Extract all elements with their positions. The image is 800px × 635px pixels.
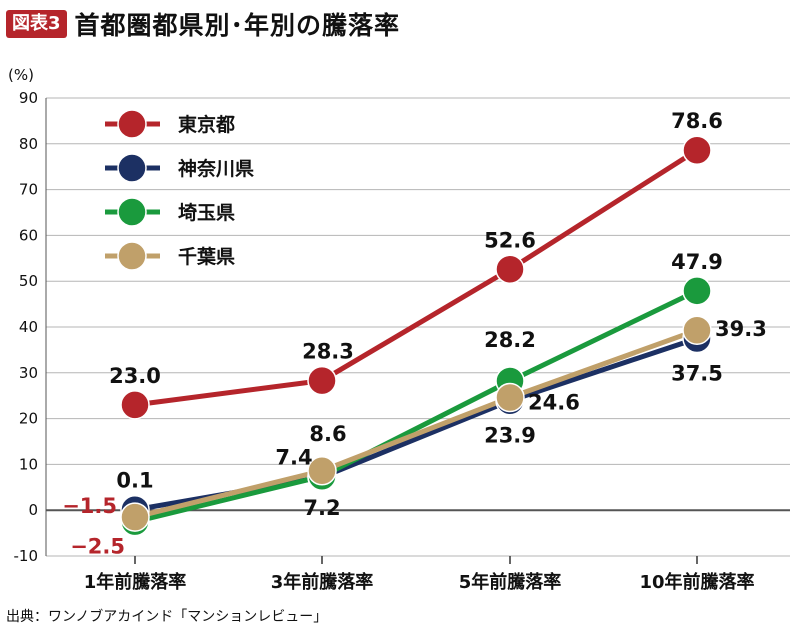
data-label: 7.4: [275, 445, 312, 469]
data-label: 28.2: [484, 328, 536, 352]
data-point: [120, 502, 150, 532]
y-tick-label: 50: [19, 272, 38, 290]
data-label: 37.5: [671, 361, 723, 385]
data-label: 7.2: [303, 496, 340, 520]
data-point: [682, 135, 712, 165]
y-tick-label: 20: [19, 410, 38, 428]
data-label: 39.3: [715, 317, 767, 341]
data-label: 8.6: [309, 422, 346, 446]
data-label: 23.9: [484, 424, 536, 448]
y-tick-label: 80: [19, 135, 38, 153]
legend-label: 千葉県: [178, 246, 235, 268]
y-tick-label: 0: [28, 501, 38, 519]
x-tick-labels: 1年前騰落率 3年前騰落率 5年前騰落率 10年前騰落率: [84, 556, 755, 593]
series-line: [134, 148, 699, 408]
chart-header: 図表3 首都圏都県別･年別の騰落率: [6, 6, 400, 42]
figure-badge: 図表3: [6, 10, 67, 38]
legend-marker: [117, 241, 147, 271]
series-line: [134, 288, 699, 525]
data-label: 28.3: [302, 340, 354, 364]
legend-label: 東京都: [178, 113, 235, 136]
series-line: [134, 336, 698, 513]
legend-marker: [117, 109, 147, 139]
data-label: 78.6: [671, 109, 723, 133]
data-label: 0.1: [116, 469, 153, 493]
legend-marker: [117, 153, 147, 183]
y-tick-label: 90: [19, 89, 38, 107]
x-tick-label: 5年前騰落率: [459, 571, 562, 593]
y-axis-unit: (%): [8, 66, 34, 84]
data-point: [495, 382, 525, 413]
x-tick-label: 1年前騰落率: [84, 571, 187, 593]
data-point: [307, 456, 337, 486]
chart-title: 首都圏都県別･年別の騰落率: [74, 11, 401, 40]
series-group: [120, 135, 712, 537]
x-tick-label: 3年前騰落率: [271, 571, 374, 593]
y-tick-label: 30: [19, 364, 38, 382]
data-point: [682, 276, 712, 306]
legend-label: 埼玉県: [178, 201, 235, 224]
gridlines: [45, 97, 790, 557]
y-tick-labels: -10 0 10 20 30 40 50 60 70 80 90: [14, 89, 39, 565]
data-label: 47.9: [671, 250, 723, 274]
data-label: 24.6: [528, 391, 580, 415]
series-line: [134, 327, 698, 520]
y-tick-label: -10: [14, 547, 39, 565]
data-point: [120, 390, 150, 420]
source-note: 出典：ワンノブアカインド「マンションレビュー」: [6, 609, 328, 625]
y-tick-label: 40: [19, 318, 38, 336]
x-tick-label: 10年前騰落率: [639, 571, 754, 593]
data-point: [682, 315, 712, 345]
data-label: −1.5: [62, 494, 117, 518]
y-tick-label: 60: [19, 226, 38, 244]
data-point: [495, 254, 525, 285]
y-tick-label: 10: [19, 455, 38, 473]
legend-marker: [117, 197, 147, 227]
legend-label: 神奈川県: [178, 157, 254, 180]
y-tick-label: 70: [19, 181, 38, 199]
data-labels: 23.0 28.3 52.6 78.6 0.1 7.2 23.9 37.5 −2.5 7.4 28.…: [62, 109, 767, 558]
data-point: [307, 365, 337, 396]
data-label: 23.0: [109, 364, 161, 388]
data-label: −2.5: [70, 535, 125, 559]
data-label: 52.6: [484, 228, 536, 252]
